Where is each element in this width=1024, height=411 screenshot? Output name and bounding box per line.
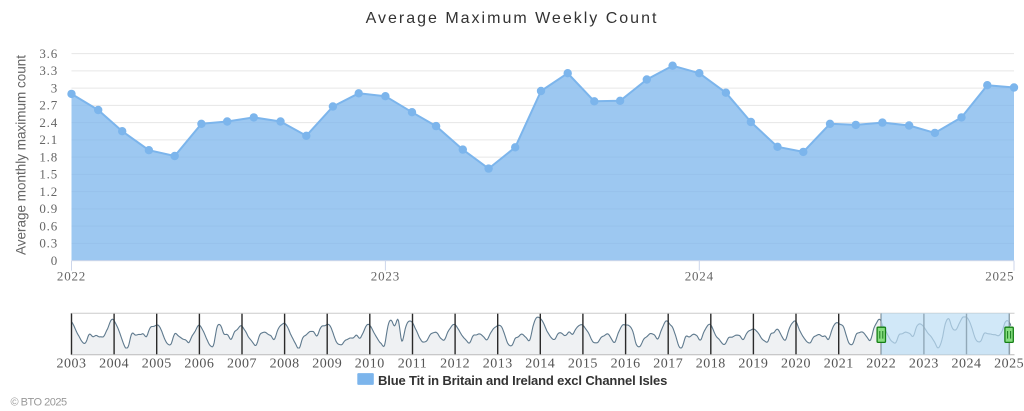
svg-text:2016: 2016	[611, 357, 641, 372]
svg-text:2.4: 2.4	[39, 115, 58, 130]
svg-text:2009: 2009	[312, 357, 342, 372]
svg-text:2025: 2025	[994, 357, 1024, 372]
svg-text:2015: 2015	[568, 357, 598, 372]
svg-text:2007: 2007	[227, 357, 257, 372]
svg-text:2013: 2013	[483, 357, 513, 372]
svg-text:2019: 2019	[738, 357, 768, 372]
svg-text:2023: 2023	[371, 268, 400, 283]
svg-text:2014: 2014	[525, 357, 555, 372]
svg-text:2022: 2022	[57, 268, 86, 283]
svg-text:© BTO 2025: © BTO 2025	[11, 397, 67, 409]
svg-text:2005: 2005	[142, 357, 172, 372]
svg-text:1.2: 1.2	[39, 184, 58, 199]
svg-text:Average Maximum Weekly Count: Average Maximum Weekly Count	[366, 10, 659, 27]
svg-text:2008: 2008	[270, 357, 300, 372]
svg-text:1.5: 1.5	[39, 167, 58, 182]
svg-text:2.1: 2.1	[39, 132, 58, 147]
svg-text:2024: 2024	[952, 357, 982, 372]
svg-text:2020: 2020	[781, 357, 811, 372]
svg-text:2012: 2012	[440, 357, 470, 372]
svg-text:2023: 2023	[909, 357, 939, 372]
svg-text:0: 0	[51, 253, 58, 268]
svg-text:Average monthly maximum count: Average monthly maximum count	[14, 55, 29, 255]
svg-text:2024: 2024	[685, 268, 714, 283]
svg-text:2010: 2010	[355, 357, 385, 372]
svg-text:3.6: 3.6	[39, 46, 58, 61]
svg-text:2006: 2006	[184, 357, 214, 372]
svg-text:2021: 2021	[824, 357, 854, 372]
svg-text:3.3: 3.3	[39, 63, 58, 78]
svg-text:3: 3	[51, 80, 58, 95]
svg-text:2025: 2025	[985, 268, 1014, 283]
svg-text:1.8: 1.8	[39, 149, 58, 164]
svg-text:2022: 2022	[866, 357, 896, 372]
svg-text:2011: 2011	[398, 357, 427, 372]
svg-text:Blue Tit in Britain and Irelan: Blue Tit in Britain and Ireland excl Cha…	[378, 373, 667, 388]
svg-text:2003: 2003	[57, 357, 87, 372]
svg-text:0.6: 0.6	[39, 218, 58, 233]
svg-text:0.9: 0.9	[39, 201, 58, 216]
svg-text:2004: 2004	[99, 357, 129, 372]
svg-text:2017: 2017	[653, 357, 683, 372]
svg-text:2018: 2018	[696, 357, 726, 372]
svg-text:2.7: 2.7	[39, 98, 58, 113]
svg-text:0.3: 0.3	[39, 236, 58, 251]
